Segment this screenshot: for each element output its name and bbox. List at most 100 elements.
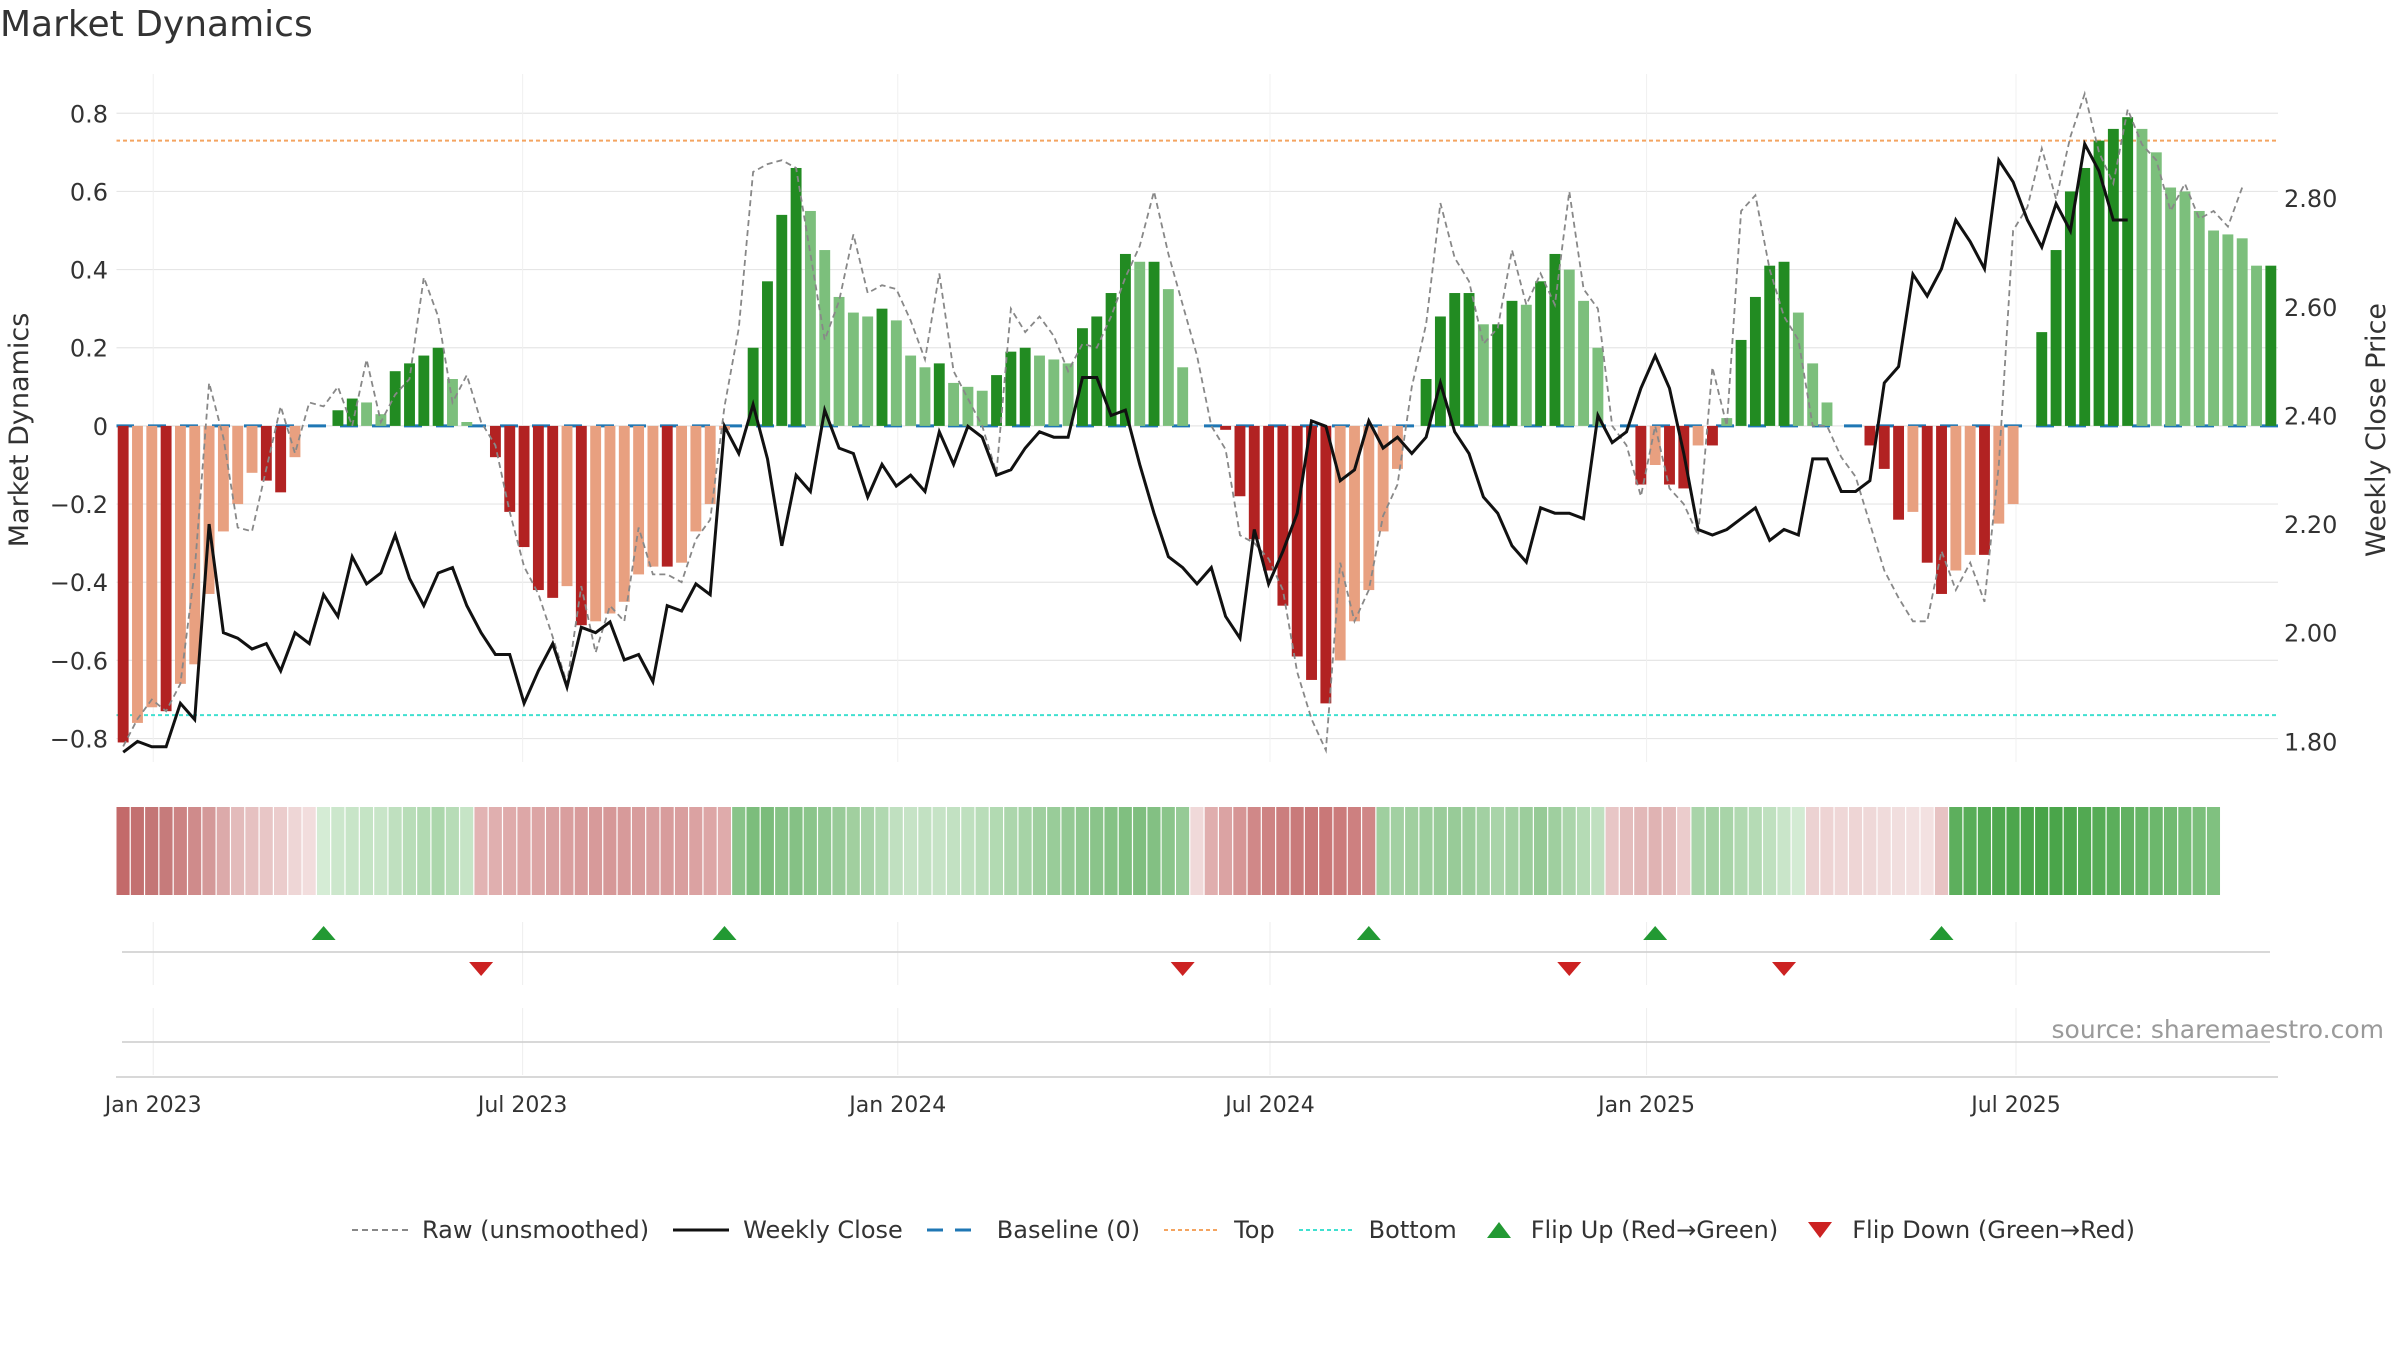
strip-cell bbox=[202, 807, 216, 895]
bar bbox=[1019, 347, 1031, 426]
strip-cell bbox=[1276, 807, 1290, 895]
bar bbox=[1821, 402, 1833, 426]
strip-cell bbox=[1992, 807, 2006, 895]
flip-down-marker bbox=[1772, 962, 1797, 976]
strip-cell bbox=[975, 807, 989, 895]
bar bbox=[489, 425, 501, 458]
bar bbox=[1535, 281, 1547, 426]
bar bbox=[1248, 425, 1260, 540]
strip-cell bbox=[1648, 807, 1662, 895]
bar bbox=[1921, 425, 1933, 563]
strip-cell bbox=[1519, 807, 1533, 895]
bar bbox=[1306, 425, 1317, 680]
strip-cell bbox=[2135, 807, 2149, 895]
dotted-cyan-line-icon bbox=[1298, 1229, 1355, 1231]
y2-tick-label: 2.40 bbox=[2284, 402, 2337, 430]
y-axis-label: Market Dynamics bbox=[4, 313, 35, 548]
legend-item-top: Top bbox=[1162, 1216, 1275, 1244]
bar bbox=[346, 398, 358, 426]
strip-cell bbox=[116, 807, 130, 895]
strip-cell bbox=[130, 807, 144, 895]
strip-cell bbox=[302, 807, 316, 895]
y2-tick-label: 1.80 bbox=[2284, 728, 2337, 756]
bar bbox=[1449, 293, 1461, 426]
line-series bbox=[122, 90, 2244, 754]
bar bbox=[132, 425, 143, 723]
strip-cell bbox=[331, 807, 345, 895]
heat-strip bbox=[116, 807, 2221, 895]
strip-cell bbox=[1290, 807, 1304, 895]
legend-item-flip-up: Flip Up (Red→Green) bbox=[1479, 1216, 1779, 1244]
strip-cell bbox=[345, 807, 359, 895]
bar bbox=[1878, 425, 1890, 469]
bar bbox=[690, 425, 702, 532]
strip-cell bbox=[1247, 807, 1261, 895]
bar bbox=[389, 371, 401, 426]
strip-cell bbox=[1304, 807, 1319, 895]
strip-cell bbox=[1004, 807, 1018, 895]
bar bbox=[1549, 253, 1561, 426]
bar bbox=[1349, 425, 1360, 622]
bar bbox=[962, 386, 974, 426]
strip-cell bbox=[1619, 807, 1633, 895]
y-tick-label: 0 bbox=[93, 413, 108, 441]
strip-cell bbox=[1362, 807, 1376, 895]
bar bbox=[117, 425, 129, 743]
strip-cell bbox=[173, 807, 187, 895]
strip-cell bbox=[1390, 807, 1404, 895]
x-tick-label: Jan 2025 bbox=[1596, 1093, 1695, 1118]
bar bbox=[2093, 140, 2105, 426]
bar bbox=[174, 425, 186, 684]
legend-label: Flip Up (Red→Green) bbox=[1530, 1216, 1779, 1244]
bar bbox=[432, 347, 444, 426]
strip-cell bbox=[861, 807, 875, 895]
strip-cell bbox=[1376, 807, 1390, 895]
strip-cell bbox=[2063, 807, 2077, 895]
x-tick-label: Jul 2024 bbox=[1223, 1093, 1315, 1118]
bar bbox=[2050, 250, 2062, 426]
bar bbox=[575, 425, 587, 626]
bar bbox=[1649, 425, 1661, 465]
x-tick-label: Jan 2023 bbox=[103, 1093, 202, 1118]
red-down-triangle-icon bbox=[1808, 1222, 1833, 1238]
y-tick-label: 0.2 bbox=[70, 335, 108, 363]
strip-cell bbox=[1691, 807, 1705, 895]
bar bbox=[289, 425, 301, 458]
strip-cell bbox=[1448, 807, 1462, 895]
green-up-triangle-icon bbox=[1486, 1222, 1511, 1238]
strip-cell bbox=[1061, 807, 1075, 895]
raw-line bbox=[122, 90, 2244, 754]
strip-cell bbox=[846, 807, 860, 895]
bar bbox=[260, 425, 272, 481]
bar bbox=[976, 390, 988, 426]
bar bbox=[418, 355, 430, 426]
strip-cell bbox=[1748, 807, 1762, 895]
strip-cell bbox=[1018, 807, 1032, 895]
flip-up-marker bbox=[1643, 926, 1668, 940]
strip-cell bbox=[2020, 807, 2034, 895]
strip-cell bbox=[2206, 807, 2221, 895]
strip-cell bbox=[1963, 807, 1977, 895]
strip-cell bbox=[1491, 807, 1505, 895]
strip-cell bbox=[889, 807, 903, 895]
bar bbox=[833, 296, 845, 426]
strip-cell bbox=[560, 807, 574, 895]
strip-cell bbox=[674, 807, 689, 895]
strip-cell bbox=[1848, 807, 1863, 895]
strip-cell bbox=[1476, 807, 1490, 895]
strip-cell bbox=[1505, 807, 1519, 895]
y-tick-label: 0.6 bbox=[70, 178, 108, 206]
flip-up-marker bbox=[712, 926, 737, 940]
legend-label: Bottom bbox=[1368, 1216, 1457, 1244]
strip-cell bbox=[1576, 807, 1591, 895]
strip-cell bbox=[588, 807, 603, 895]
y2-tick-label: 2.20 bbox=[2284, 511, 2337, 539]
y2-tick-label: 2.80 bbox=[2284, 185, 2337, 213]
bar bbox=[1477, 324, 1489, 426]
bar bbox=[1864, 425, 1876, 446]
strip-cell bbox=[1777, 807, 1791, 895]
strip-cell bbox=[574, 807, 588, 895]
bar bbox=[862, 316, 874, 426]
strip-cell bbox=[603, 807, 617, 895]
